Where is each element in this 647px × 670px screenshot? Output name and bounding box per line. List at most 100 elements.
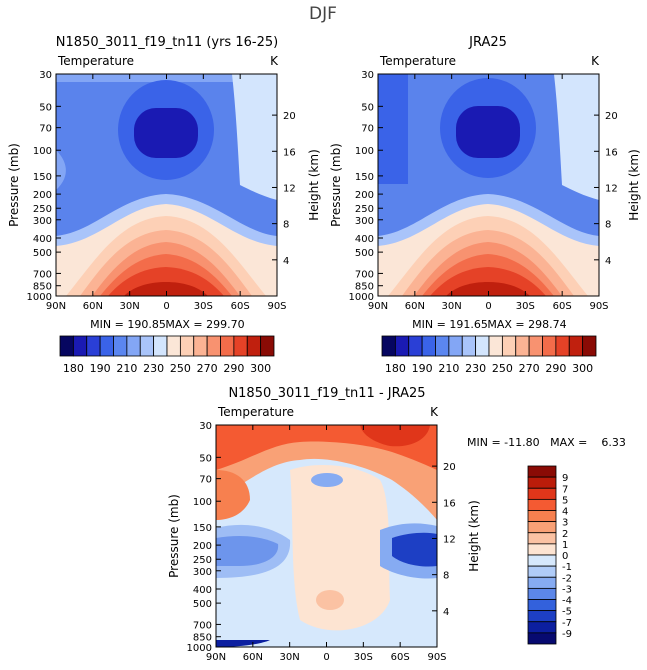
- panel-model-min: MIN = 190.85: [90, 318, 166, 331]
- y-tick-label: 700: [33, 269, 52, 280]
- y-tick-label: 250: [355, 204, 374, 215]
- y-tick-label: 500: [355, 248, 374, 259]
- colorbar-swatch: [501, 335, 517, 357]
- panel-model-subtitle-right: K: [270, 54, 279, 68]
- x-tick-label: 30N: [120, 301, 140, 312]
- panel-diff-low-warm: [316, 590, 344, 610]
- panel-diff-left-cold2: [216, 524, 291, 578]
- panel-diff-axes: 90N 60N 30N 0 30S 60S 90S 30 50 70 100 150 200 250300…: [187, 421, 456, 663]
- colorbar-label: 210: [116, 362, 137, 375]
- colorbar-label: 2: [562, 529, 568, 540]
- y-tick-label: 70: [39, 124, 52, 135]
- y-right-tick-label: 16: [283, 147, 296, 158]
- y-tick-label: 300: [33, 216, 52, 227]
- x-tick-label: 30N: [280, 652, 300, 663]
- panel-obs-axes: 90N 60N 30N 0 30S 60S 90S 30 50 70 100 150 200 250300…: [349, 70, 618, 312]
- colorbar-label: -1: [562, 562, 572, 573]
- colorbar-label: 270: [519, 362, 540, 375]
- colorbar-swatch: [206, 335, 221, 357]
- panel-model-right-pale: [232, 74, 277, 200]
- colorbar-swatch: [193, 335, 208, 357]
- y-tick-label: 100: [355, 146, 374, 157]
- panel-diff-bottom-cold: [216, 640, 270, 647]
- y-right-tick-label: 12: [283, 183, 296, 194]
- x-tick-label: 60N: [405, 301, 425, 312]
- colorbar-swatch: [527, 587, 557, 600]
- panel-obs-colorbar: 180 190 210 230 250 270 290 300: [381, 335, 597, 375]
- colorbar-swatch: [166, 335, 181, 357]
- y-tick-label: 1000: [187, 643, 212, 654]
- panel-diff-left-warm: [216, 470, 250, 520]
- y-right-tick-label: 8: [443, 571, 449, 582]
- colorbar-swatch: [126, 335, 141, 357]
- colorbar-swatch: [233, 335, 248, 357]
- colorbar-label: 190: [90, 362, 111, 375]
- panel-model-subtitle-left: Temperature: [57, 54, 134, 68]
- x-tick-label: 60S: [391, 652, 410, 663]
- colorbar-swatch: [260, 335, 275, 357]
- y-tick-label: 70: [199, 475, 212, 486]
- y-tick-label: 400: [193, 585, 212, 596]
- colorbar-swatch: [72, 335, 88, 357]
- page-title: DJF: [309, 4, 337, 24]
- y-right-tick-label: 4: [443, 607, 449, 618]
- colorbar-swatch: [527, 510, 557, 523]
- panel-model-ylabel-right: Height (km): [307, 149, 321, 220]
- colorbar-label: -9: [562, 629, 572, 640]
- colorbar-swatch: [113, 335, 128, 357]
- colorbar-swatch: [527, 554, 557, 567]
- panel-obs-cold-core-inner: [456, 106, 520, 158]
- x-tick-label: 90N: [368, 301, 388, 312]
- colorbar-swatch: [527, 565, 557, 578]
- panel-model-title: N1850_3011_f19_tn11 (yrs 16-25): [56, 35, 278, 50]
- panel-model-max: MAX = 299.70: [165, 318, 244, 331]
- y-tick-label: 100: [33, 146, 52, 157]
- colorbar-swatch: [394, 335, 410, 357]
- y-tick-label: 150: [33, 172, 52, 183]
- x-tick-label: 90N: [46, 301, 66, 312]
- colorbar-label: -7: [562, 618, 572, 629]
- panel-diff-right-cold: [392, 532, 437, 567]
- colorbar-swatch: [461, 335, 477, 357]
- x-tick-label: 0: [163, 301, 169, 312]
- panel-obs-subtitle-right: K: [591, 54, 600, 68]
- panel-obs-min: MIN = 191.65: [412, 318, 488, 331]
- colorbar-swatch: [527, 465, 557, 478]
- panel-obs-left-strip: [378, 74, 408, 184]
- colorbar-swatch: [542, 335, 557, 357]
- colorbar-swatch: [527, 521, 557, 534]
- colorbar-swatch: [435, 335, 450, 357]
- panel-diff-minmax: MIN = -11.80 MAX = 6.33: [467, 436, 626, 449]
- x-tick-label: 30S: [516, 301, 535, 312]
- colorbar-label: 290: [545, 362, 566, 375]
- y-tick-label: 100: [193, 497, 212, 508]
- colorbar-swatch: [527, 498, 557, 511]
- colorbar-label: 270: [197, 362, 218, 375]
- panel-obs-ylabel-right: Height (km): [627, 149, 641, 220]
- y-tick-label: 30: [39, 70, 52, 81]
- colorbar-swatch: [421, 335, 436, 357]
- panel-model-left-pale: [56, 150, 66, 190]
- panel-diff-top-warm3: [360, 425, 430, 447]
- colorbar-swatch: [448, 335, 463, 357]
- y-right-tick-label: 4: [605, 256, 611, 267]
- colorbar-label: 3: [562, 518, 568, 529]
- colorbar-label: 9: [562, 473, 568, 484]
- colorbar-label: -4: [562, 596, 572, 607]
- colorbar-label: -5: [562, 607, 572, 618]
- panel-diff-subtitle-left: Temperature: [217, 405, 294, 419]
- colorbar-label: 1: [562, 540, 568, 551]
- colorbar-label: 210: [438, 362, 459, 375]
- colorbar-label: 300: [572, 362, 593, 375]
- colorbar-label: 180: [385, 362, 406, 375]
- x-tick-label: 0: [323, 652, 329, 663]
- y-right-tick-label: 20: [443, 462, 456, 473]
- colorbar-label: 250: [492, 362, 513, 375]
- y-tick-label: 150: [193, 523, 212, 534]
- x-tick-label: 60S: [553, 301, 572, 312]
- y-tick-label: 200: [33, 190, 52, 201]
- colorbar-swatch: [527, 610, 557, 623]
- x-tick-label: 90S: [589, 301, 608, 312]
- panel-diff-ylabel-right: Height (km): [467, 500, 481, 571]
